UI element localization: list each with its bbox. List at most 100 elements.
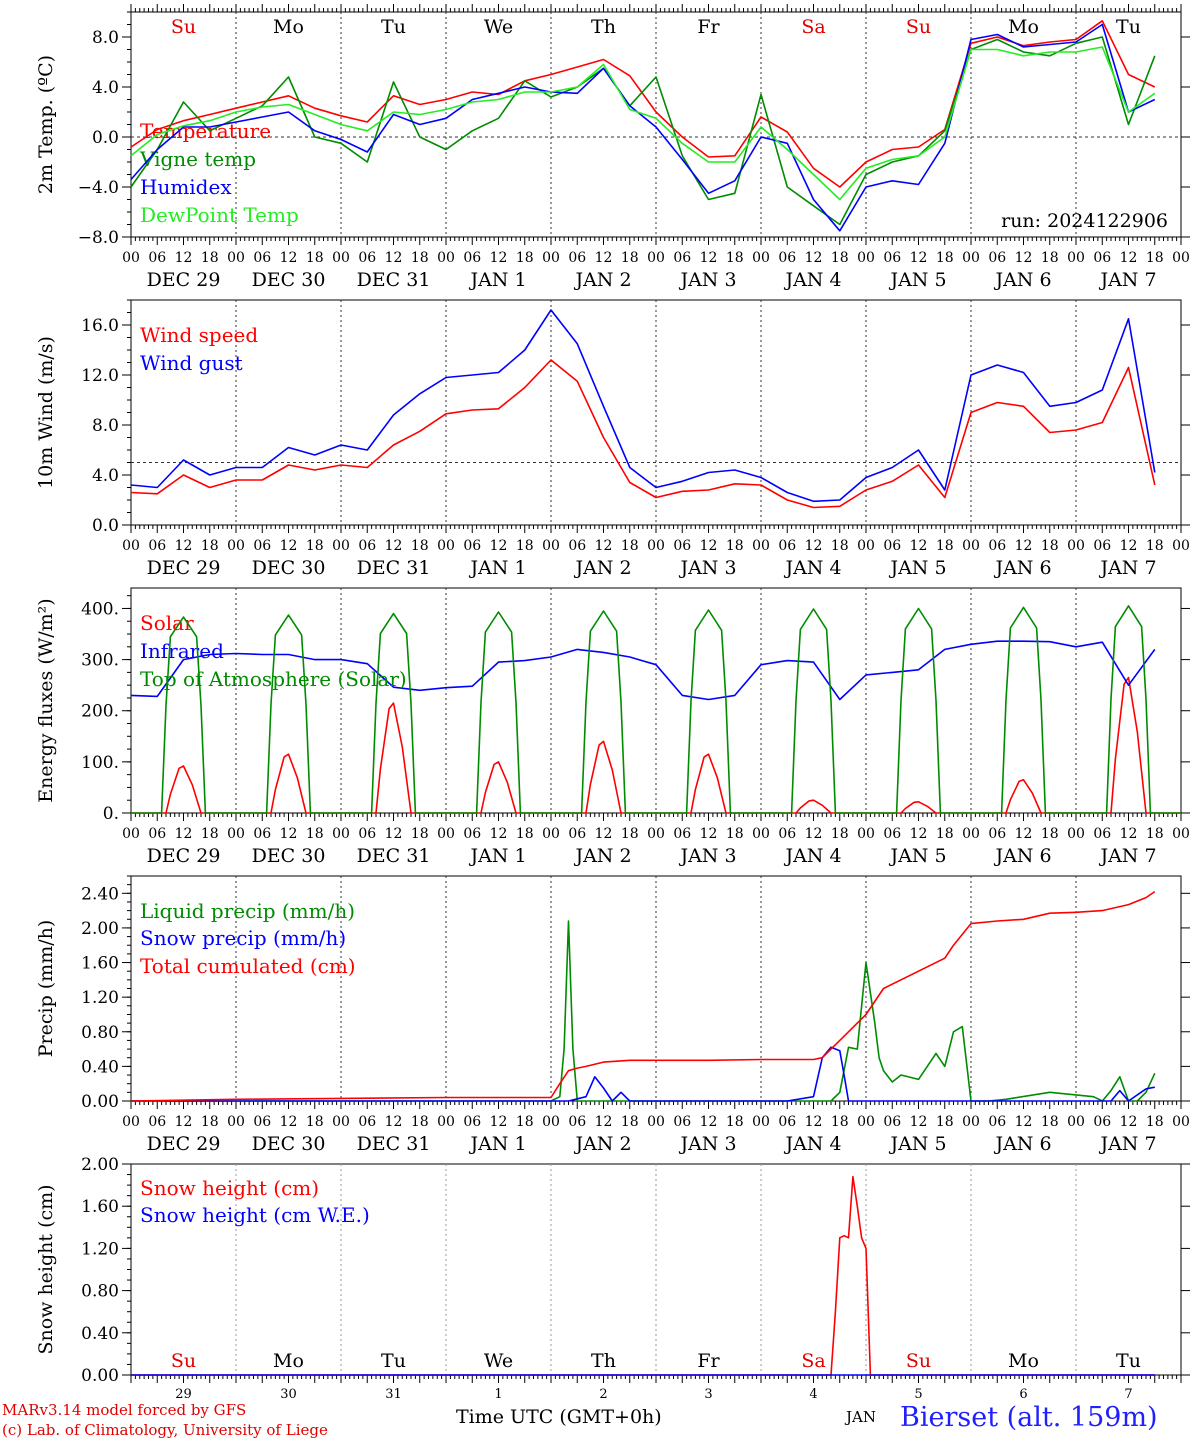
hour-tick-label: 18 [411, 1114, 429, 1130]
hour-tick-label: 12 [490, 826, 508, 842]
series-line-solar [131, 676, 1181, 814]
date-label: JAN 7 [1098, 1133, 1156, 1155]
y-tick-label: 1.20 [81, 988, 119, 1008]
hour-tick-label: 00 [437, 250, 455, 266]
weekday-label: Sa [801, 16, 825, 38]
hour-tick-label: 12 [1120, 1114, 1138, 1130]
hour-tick-label: 18 [306, 826, 324, 842]
weekday-label: Su [906, 16, 931, 38]
y-tick-label: 1.60 [81, 954, 119, 974]
series-line-dewpoint-temp [130, 46, 1156, 201]
date-label: JAN 3 [678, 269, 736, 291]
weekday-label: We [484, 16, 513, 38]
hour-tick-label: 00 [437, 538, 455, 554]
legend-label: DewPoint Temp [140, 203, 299, 227]
date-label: DEC 31 [357, 269, 431, 291]
y-tick-label: −4.0 [78, 178, 119, 198]
y-axis-label: Energy fluxes (W/m²) [35, 598, 57, 802]
y-tick-label: 0.80 [81, 1023, 119, 1043]
month-label: JAN [846, 1408, 876, 1426]
legend-label: Snow height (cm W.E.) [140, 1203, 370, 1227]
hour-tick-label: 00 [1067, 250, 1085, 266]
hour-tick-label: 12 [1015, 250, 1033, 266]
hour-tick-label: 00 [542, 538, 560, 554]
hour-tick-label: 12 [700, 1114, 718, 1130]
day-number-label: 5 [914, 1387, 922, 1402]
hour-tick-label: 06 [1093, 250, 1111, 266]
y-tick-label: 200. [81, 702, 119, 722]
hour-tick-label: 06 [1093, 1114, 1111, 1130]
hour-tick-label: 18 [516, 826, 534, 842]
weekday-label: Fr [697, 16, 720, 38]
legend-label: Snow height (cm) [140, 1176, 319, 1200]
legend-label: Total cumulated (cm) [140, 954, 356, 978]
hour-tick-label: 06 [463, 1114, 481, 1130]
weekday-label: Su [171, 1350, 196, 1372]
hour-tick-label: 12 [1015, 826, 1033, 842]
y-tick-label: 8.0 [92, 28, 119, 48]
hour-tick-label: 18 [1146, 250, 1164, 266]
hour-tick-label: 06 [988, 250, 1006, 266]
hour-tick-label: 18 [621, 1114, 639, 1130]
y-tick-label: 8.0 [92, 416, 119, 436]
hour-tick-label: 12 [595, 1114, 613, 1130]
date-label: DEC 29 [147, 557, 221, 579]
y-tick-label: 12.0 [81, 366, 119, 386]
legend-label: Temperature [140, 119, 271, 143]
date-label: JAN 4 [783, 845, 841, 867]
hour-tick-label: 18 [936, 250, 954, 266]
model-credit-line1: MARv3.14 model forced by GFS [2, 1401, 247, 1419]
hour-tick-label: 18 [411, 250, 429, 266]
hour-tick-label: 12 [280, 1114, 298, 1130]
hour-tick-label: 18 [1041, 250, 1059, 266]
hour-tick-label: 18 [516, 250, 534, 266]
hour-tick-label: 12 [175, 1114, 193, 1130]
hour-tick-label: 06 [673, 538, 691, 554]
hour-tick-label: 12 [1120, 826, 1138, 842]
weekday-label: Fr [697, 1350, 720, 1372]
hour-tick-label: 18 [831, 826, 849, 842]
weekday-label: Mo [1008, 16, 1039, 38]
y-axis-label: Snow height (cm) [35, 1184, 57, 1354]
hour-tick-label: 18 [831, 538, 849, 554]
date-label: JAN 4 [783, 557, 841, 579]
date-label: DEC 30 [252, 269, 326, 291]
weekday-label: Mo [273, 16, 304, 38]
legend-label: Wind gust [140, 351, 243, 375]
y-tick-label: 2.00 [81, 919, 119, 939]
y-tick-label: 4.0 [92, 466, 119, 486]
day-number-label: 2 [599, 1387, 607, 1402]
series-line-snow-precip-mm-h [131, 1046, 1155, 1102]
hour-tick-label: 00 [122, 538, 140, 554]
hour-tick-label: 18 [831, 1114, 849, 1130]
hour-tick-label: 12 [175, 826, 193, 842]
date-label: JAN 2 [573, 1133, 631, 1155]
date-label: DEC 30 [252, 557, 326, 579]
hour-tick-label: 18 [831, 250, 849, 266]
hour-tick-label: 06 [253, 1114, 271, 1130]
hour-tick-label: 18 [936, 826, 954, 842]
hour-tick-label: 06 [463, 538, 481, 554]
hour-tick-label: 00 [962, 826, 980, 842]
legend-label: Infrared [140, 639, 224, 663]
date-label: JAN 4 [783, 269, 841, 291]
hour-tick-label: 12 [595, 826, 613, 842]
hour-tick-label: 12 [280, 538, 298, 554]
station-label: Bierset (alt. 159m) [900, 1402, 1158, 1433]
hour-tick-label: 00 [542, 826, 560, 842]
date-label: JAN 5 [888, 1133, 946, 1155]
hour-tick-label: 12 [490, 1114, 508, 1130]
date-label: JAN 1 [468, 1133, 526, 1155]
y-tick-label: 0.0 [92, 516, 119, 536]
hour-tick-label: 12 [175, 250, 193, 266]
day-number-label: 29 [175, 1387, 192, 1402]
weekday-label: Tu [1116, 16, 1141, 38]
hour-tick-label: 18 [1146, 538, 1164, 554]
day-number-label: 30 [280, 1387, 297, 1402]
hour-tick-label: 18 [201, 250, 219, 266]
hour-tick-label: 00 [332, 826, 350, 842]
hour-tick-label: 00 [227, 538, 245, 554]
day-number-label: 1 [494, 1387, 502, 1402]
hour-tick-label: 06 [883, 826, 901, 842]
hour-tick-label: 06 [988, 826, 1006, 842]
